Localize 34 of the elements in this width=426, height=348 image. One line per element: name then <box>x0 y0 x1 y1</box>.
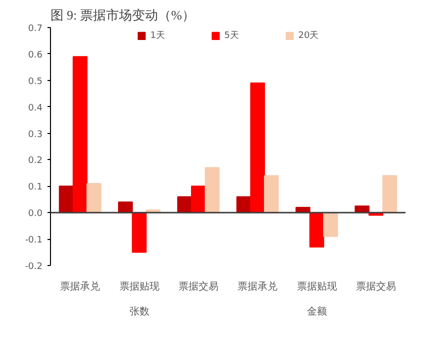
bar <box>86 183 102 214</box>
legend-label: 5天 <box>224 30 240 42</box>
bar <box>132 212 147 253</box>
y-tick-label: 0.0 <box>28 209 43 220</box>
y-tick-label: 0.3 <box>28 130 43 140</box>
bar <box>72 56 88 214</box>
x-tick-label: 票据贴现 <box>296 280 337 292</box>
x-tick-label: 票据交易 <box>178 280 218 292</box>
bar <box>204 167 220 214</box>
bar <box>264 175 279 214</box>
x-tick-label: 票据交易 <box>356 280 396 292</box>
x-tick-label: 票据贴现 <box>119 280 160 292</box>
y-tick-label: 0.5 <box>28 76 43 87</box>
y-tick-label: 0.4 <box>28 103 43 114</box>
bar <box>323 212 338 237</box>
legend-label: 20天 <box>298 30 319 42</box>
bar <box>309 212 324 248</box>
x-tick-label: 票据承兑 <box>60 280 100 292</box>
text: 金额 <box>306 306 327 318</box>
bar <box>382 175 398 214</box>
y-tick-label: -0.2 <box>24 262 42 272</box>
text: 张数 <box>129 306 150 318</box>
x-tick-label: 票据承兑 <box>238 280 278 292</box>
bar <box>177 196 192 214</box>
y-tick-label: 0.7 <box>28 24 43 34</box>
y-tick-label: 0.6 <box>28 50 43 60</box>
bar <box>250 82 265 214</box>
bar <box>118 202 133 214</box>
bar <box>191 186 206 214</box>
y-tick-label: 0.1 <box>28 182 43 193</box>
y-tick-label: 0.2 <box>28 156 43 166</box>
chart-title: 图 9: 票据市场变动（%） <box>50 8 195 22</box>
legend-label: 1天 <box>150 30 166 42</box>
y-tick-label: -0.1 <box>24 236 42 246</box>
